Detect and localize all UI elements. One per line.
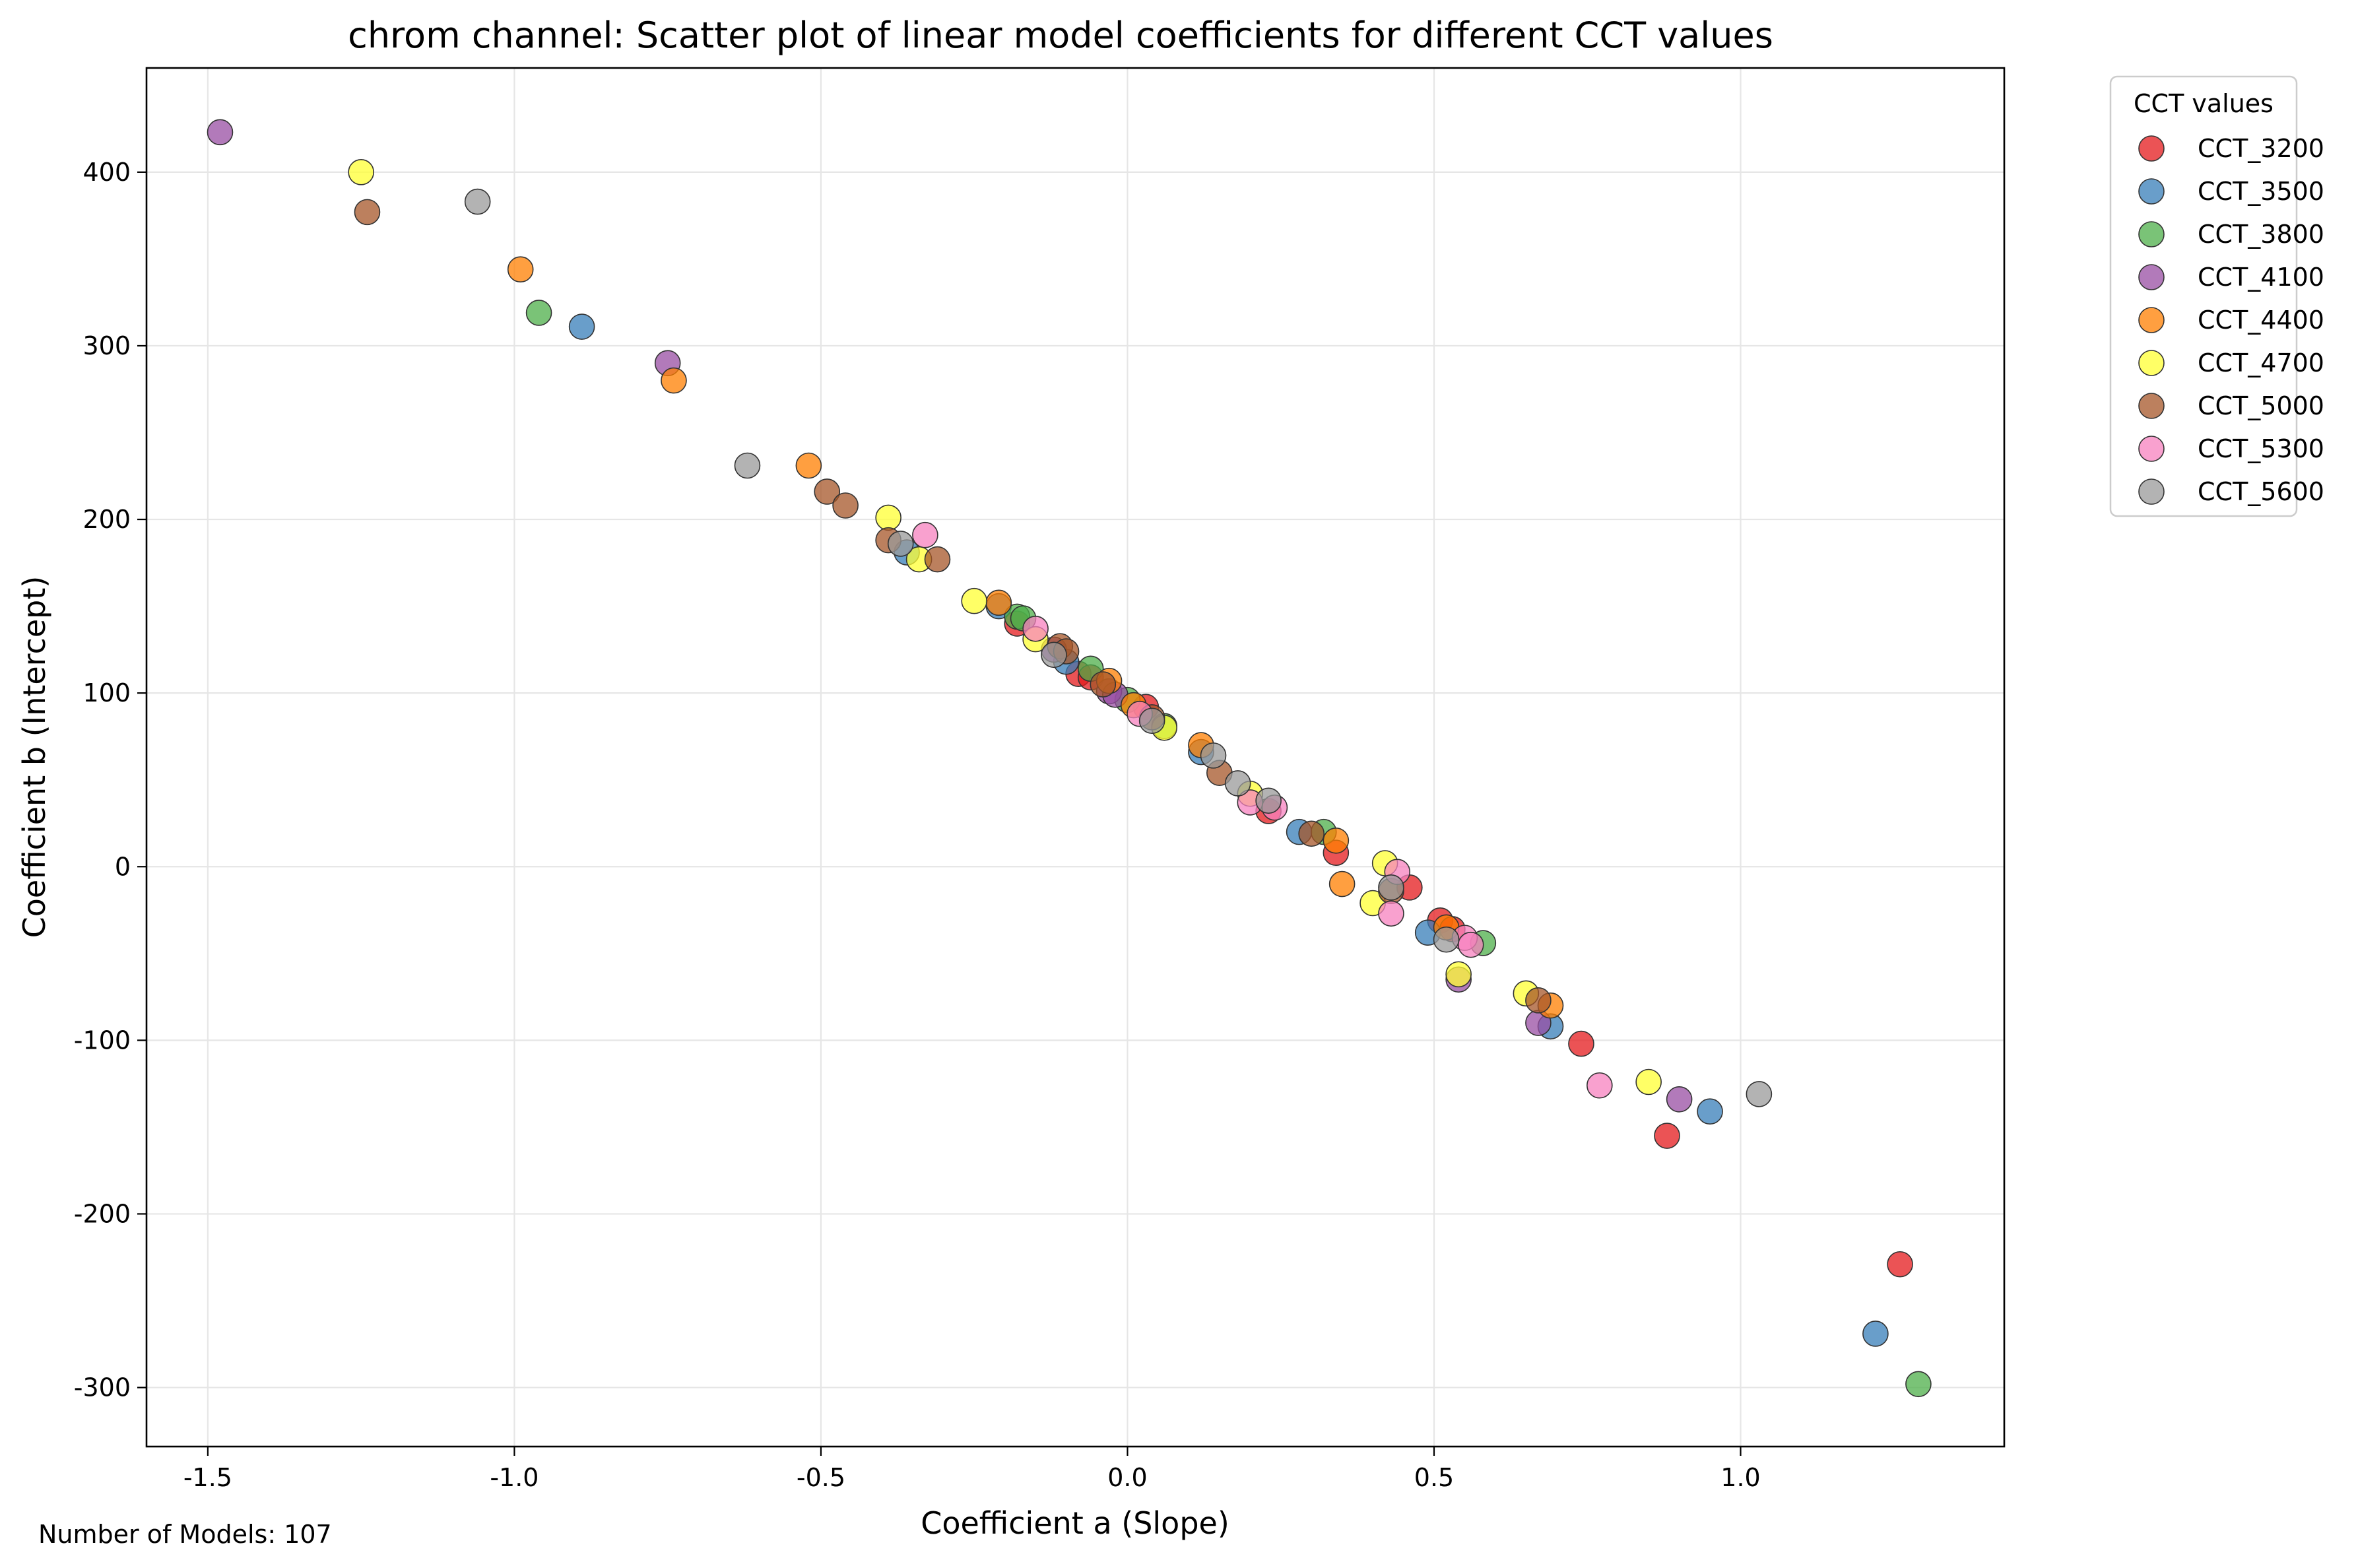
legend-marker [2138, 436, 2165, 462]
series-cct-5600 [464, 188, 1773, 1107]
y-tick-label: 400 [82, 158, 131, 187]
legend-label: CCT_4100 [2198, 263, 2324, 292]
y-tick-label: 0 [115, 852, 131, 881]
data-point [507, 256, 534, 282]
x-tick-label: 1.0 [1720, 1463, 1760, 1492]
data-point [912, 521, 938, 548]
data-point [1445, 961, 1472, 988]
y-tick-label: 200 [82, 505, 131, 534]
legend-marker [2138, 135, 2165, 162]
x-axis-label: Coefficient a (Slope) [921, 1505, 1229, 1541]
data-point [875, 504, 901, 531]
data-point [1905, 1371, 1932, 1398]
data-point [348, 159, 374, 185]
plot-area-frame [145, 67, 2006, 1448]
y-tick-label: 300 [82, 331, 131, 360]
data-point [1697, 1098, 1723, 1125]
data-point [1224, 770, 1251, 797]
x-tick-label: -1.0 [490, 1463, 539, 1492]
data-point [814, 478, 841, 505]
grid [147, 68, 2004, 1447]
data-point [1378, 900, 1404, 927]
data-point [1862, 1321, 1889, 1347]
legend-label: CCT_5000 [2198, 391, 2324, 420]
data-point [1457, 931, 1484, 958]
y-axis-ticks: -300 -200 -100 0 100 200 300 400 [74, 158, 147, 1402]
legend-marker [2138, 350, 2165, 376]
data-point [1568, 1030, 1594, 1057]
y-tick-label: -200 [74, 1199, 131, 1228]
data-point [1298, 820, 1325, 847]
data-point [1255, 787, 1282, 814]
y-tick-label: 100 [82, 678, 131, 707]
data-point [1138, 707, 1165, 735]
data-point [1323, 827, 1350, 854]
y-tick-label: -100 [74, 1026, 131, 1055]
legend-marker [2138, 393, 2165, 419]
data-point [832, 492, 859, 519]
legend-label: CCT_3800 [2198, 220, 2324, 249]
data-point [887, 531, 914, 557]
data-point [1654, 1123, 1680, 1149]
data-point [1525, 987, 1552, 1014]
legend-label: CCT_4700 [2198, 348, 2324, 377]
data-point [525, 300, 552, 326]
legend-marker [2138, 307, 2165, 333]
x-axis-ticks: -1.5 -1.0 -0.5 0.0 0.5 1.0 [183, 1447, 1761, 1492]
y-tick-label: -300 [74, 1373, 131, 1402]
data-point [568, 313, 595, 340]
data-point [1887, 1251, 1913, 1278]
data-point [661, 367, 687, 394]
data-point [1041, 641, 1067, 669]
data-point [1090, 671, 1117, 698]
data-point [924, 546, 951, 573]
scatter-points [207, 119, 1932, 1398]
data-point [1200, 742, 1227, 769]
data-point [1433, 926, 1460, 953]
data-point [1328, 870, 1356, 898]
data-point [464, 188, 491, 215]
data-point [1666, 1086, 1693, 1113]
legend-marker [2138, 221, 2165, 247]
chart-title: chrom channel: Scatter plot of linear mo… [348, 15, 1773, 56]
y-axis-label: Coefficient b (Intercept) [16, 576, 52, 938]
data-point [1022, 616, 1049, 642]
legend-label: CCT_3500 [2198, 177, 2324, 206]
data-point [1746, 1081, 1773, 1107]
data-point [961, 587, 988, 614]
legend-marker [2138, 264, 2165, 290]
data-point [1587, 1072, 1613, 1099]
x-tick-label: 0.0 [1107, 1463, 1147, 1492]
legend-entries: CCT_3200 CCT_3500 CCT_3800 CCT_4100 CCT_4400… [2138, 134, 2324, 506]
data-point [207, 119, 234, 146]
legend: CCT values CCT_3200 CCT_3500 CCT_3800 CCT_4… [2109, 75, 2324, 517]
data-point [1378, 874, 1404, 901]
x-tick-label: 0.5 [1414, 1463, 1454, 1492]
legend-label: CCT_5300 [2198, 434, 2324, 463]
data-point [734, 452, 761, 479]
legend-label: CCT_3200 [2198, 134, 2324, 163]
data-point [1635, 1068, 1662, 1095]
data-point [985, 589, 1012, 616]
legend-marker [2138, 478, 2165, 505]
model-count-footnote: Number of Models: 107 [38, 1520, 332, 1549]
legend-label: CCT_4400 [2198, 306, 2324, 335]
data-point [354, 199, 381, 226]
x-tick-label: -0.5 [797, 1463, 845, 1492]
legend-label: CCT_5600 [2198, 477, 2324, 506]
data-point [795, 452, 822, 479]
legend-marker [2138, 178, 2165, 205]
legend-title: CCT values [2134, 89, 2274, 118]
x-tick-label: -1.5 [183, 1463, 232, 1492]
